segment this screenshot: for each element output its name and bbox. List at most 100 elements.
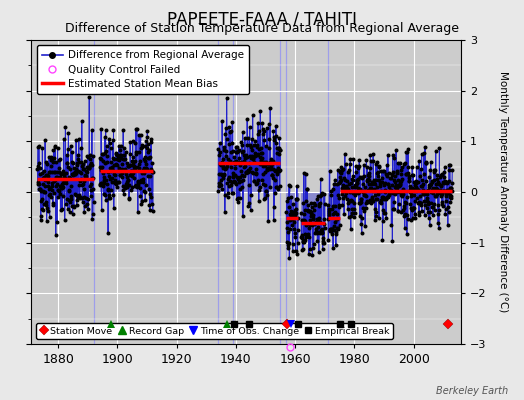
Point — [310, 220, 319, 226]
Point — [337, 177, 345, 183]
Point — [70, 170, 79, 176]
Point — [334, 166, 342, 173]
Point — [301, 218, 310, 224]
Point — [50, 178, 58, 184]
Point — [246, 142, 255, 149]
Point — [380, 188, 389, 195]
Point — [377, 178, 386, 185]
Point — [435, 145, 443, 151]
Point — [228, 190, 237, 196]
Point — [148, 207, 157, 214]
Point — [333, 211, 341, 217]
Point — [303, 186, 311, 192]
Point — [133, 183, 141, 190]
Point — [408, 164, 417, 170]
Point — [325, 206, 333, 212]
Point — [439, 187, 447, 194]
Point — [34, 144, 42, 150]
Point — [298, 238, 307, 244]
Point — [49, 202, 57, 208]
Point — [365, 172, 373, 179]
Point — [48, 155, 56, 162]
Point — [72, 166, 81, 172]
Point — [115, 157, 124, 163]
Point — [51, 143, 60, 149]
Point — [443, 187, 452, 193]
Point — [376, 181, 384, 187]
Point — [256, 154, 264, 160]
Point — [435, 225, 443, 231]
Point — [342, 190, 350, 196]
Point — [398, 190, 407, 197]
Point — [147, 166, 155, 172]
Point — [232, 149, 240, 156]
Point — [305, 222, 314, 228]
Point — [61, 180, 70, 187]
Point — [57, 170, 66, 177]
Point — [428, 178, 436, 185]
Point — [148, 160, 156, 166]
Point — [341, 184, 350, 190]
Point — [84, 206, 92, 212]
Point — [107, 159, 115, 165]
Point — [346, 155, 354, 162]
Point — [422, 194, 431, 201]
Point — [407, 190, 416, 196]
Point — [253, 152, 261, 158]
Point — [52, 174, 60, 181]
Point — [329, 244, 337, 251]
Point — [317, 192, 325, 199]
Point — [82, 173, 91, 179]
Point — [419, 191, 427, 197]
Point — [382, 195, 390, 202]
Point — [233, 196, 241, 202]
Point — [445, 192, 454, 198]
Point — [118, 161, 126, 168]
Point — [222, 165, 230, 172]
Point — [143, 145, 151, 151]
Point — [412, 186, 421, 192]
Point — [405, 173, 413, 180]
Point — [64, 164, 72, 170]
Point — [336, 179, 345, 186]
Point — [37, 213, 45, 219]
Point — [148, 168, 156, 175]
Point — [258, 177, 266, 183]
Point — [252, 169, 260, 176]
Point — [283, 219, 291, 225]
Point — [310, 221, 318, 227]
Point — [338, 202, 346, 208]
Point — [46, 163, 54, 170]
Point — [80, 194, 88, 200]
Point — [37, 170, 46, 176]
Point — [375, 164, 384, 170]
Point — [217, 186, 226, 192]
Point — [261, 169, 269, 176]
Point — [319, 221, 328, 227]
Point — [141, 143, 150, 149]
Point — [49, 147, 58, 154]
Point — [357, 196, 366, 202]
Point — [117, 174, 126, 180]
Point — [87, 186, 95, 193]
Point — [265, 120, 274, 127]
Point — [415, 158, 423, 164]
Point — [254, 176, 263, 183]
Point — [320, 190, 328, 197]
Point — [53, 145, 62, 151]
Point — [367, 158, 375, 164]
Point — [374, 191, 383, 197]
Point — [413, 178, 422, 185]
Point — [62, 152, 71, 158]
Point — [292, 196, 301, 203]
Point — [108, 165, 117, 172]
Point — [62, 201, 71, 208]
Point — [443, 179, 451, 185]
Point — [121, 156, 129, 162]
Point — [146, 190, 154, 197]
Point — [45, 154, 53, 160]
Point — [308, 211, 316, 218]
Point — [385, 184, 393, 190]
Point — [302, 222, 310, 228]
Point — [351, 209, 359, 216]
